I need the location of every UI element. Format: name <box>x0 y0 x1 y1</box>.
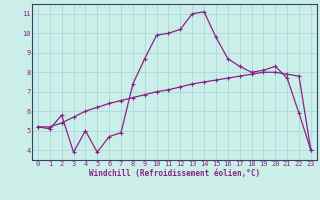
X-axis label: Windchill (Refroidissement éolien,°C): Windchill (Refroidissement éolien,°C) <box>89 169 260 178</box>
